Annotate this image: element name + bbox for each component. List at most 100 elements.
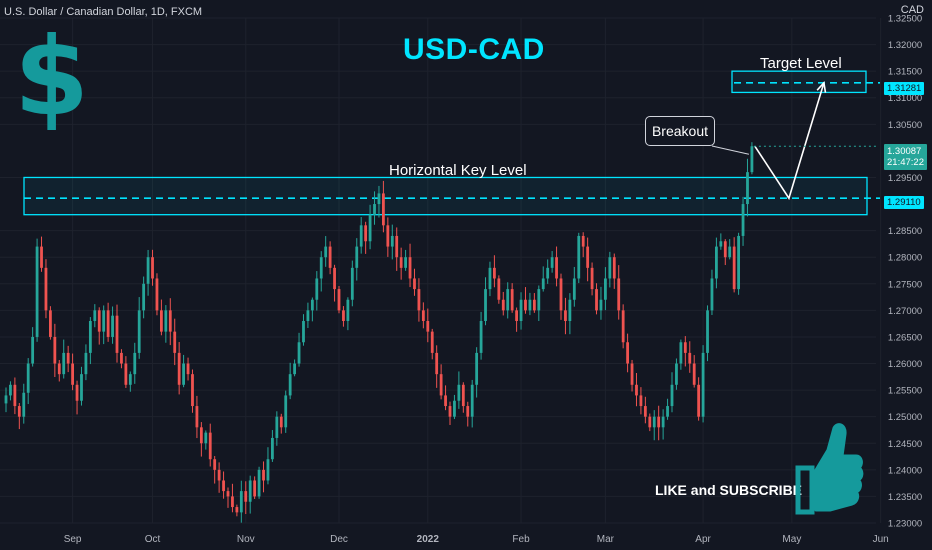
candle-body — [723, 241, 727, 258]
candle-body — [199, 427, 203, 444]
candle-body — [342, 310, 345, 321]
time-axis[interactable]: Sep Oct Nov Dec 2022 Feb Mar Apr May Jun — [64, 534, 889, 545]
candle-body — [57, 363, 61, 375]
candle-body — [728, 246, 732, 258]
y-tick-label: 1.24000 — [888, 465, 922, 476]
candle-body — [506, 289, 510, 311]
x-tick-label: May — [782, 534, 801, 545]
candle-body — [550, 257, 554, 268]
candle-body — [612, 257, 616, 279]
y-tick-label: 1.31500 — [888, 67, 922, 78]
thumbs-up-icon[interactable] — [790, 420, 864, 518]
candle-body — [621, 310, 625, 343]
candle-body — [231, 496, 234, 508]
breakout-pointer — [711, 145, 750, 155]
candle-body — [186, 363, 190, 375]
candle-body — [524, 299, 527, 311]
x-tick-label: Sep — [64, 534, 82, 545]
candle-body — [106, 310, 110, 337]
candle-body — [657, 416, 661, 428]
candle-body — [324, 246, 328, 258]
candle-body — [44, 267, 48, 311]
candle-body — [617, 278, 621, 311]
key-price-tag: 1.29110 — [884, 196, 924, 209]
candle-body — [373, 204, 376, 215]
candle-body — [97, 310, 101, 332]
y-tick-label: 1.29500 — [888, 173, 922, 184]
candle-body — [26, 363, 30, 393]
candle-body — [626, 342, 629, 364]
candle-body — [719, 241, 723, 247]
candle-body — [75, 384, 79, 401]
candle-body — [493, 267, 496, 279]
candle-body — [155, 278, 159, 311]
candle-body — [35, 246, 39, 337]
candle-body — [93, 310, 97, 321]
candle-body — [497, 278, 501, 300]
candle-body — [710, 278, 714, 311]
candle-body — [666, 406, 669, 417]
candle-body — [213, 459, 217, 470]
candle-body — [408, 257, 412, 279]
key-level-zone — [23, 176, 868, 216]
candle-body — [510, 289, 514, 311]
candle-body — [382, 193, 385, 226]
y-tick-label: 1.24500 — [888, 439, 922, 450]
candle-body — [208, 432, 212, 460]
candle-body — [66, 352, 70, 364]
candle-body — [484, 289, 487, 321]
chart-overlays — [711, 81, 876, 201]
candle-body — [133, 352, 137, 375]
candle-body — [297, 342, 301, 364]
candle-body — [359, 225, 363, 247]
candle-body — [688, 352, 692, 364]
candle-body — [515, 310, 518, 321]
y-tick-label: 1.30500 — [888, 120, 922, 131]
candle-body — [630, 363, 634, 385]
candle-body — [692, 363, 696, 385]
target-zone — [731, 70, 867, 94]
candle-body — [679, 342, 683, 364]
candle-body — [173, 331, 177, 353]
candle-body — [648, 416, 652, 428]
candle-body — [17, 406, 21, 417]
candle-series — [4, 142, 754, 523]
target-price-tag: 1.31281 — [884, 82, 925, 95]
candle-body — [262, 469, 265, 481]
candle-body — [581, 235, 585, 247]
candle-body — [741, 204, 745, 236]
candle-body — [84, 352, 88, 375]
candle-body — [599, 299, 603, 311]
candle-body — [572, 278, 576, 300]
x-tick-label: Apr — [695, 534, 711, 545]
candle-body — [302, 321, 305, 343]
candle-body — [284, 395, 288, 428]
y-tick-label: 1.25000 — [888, 412, 922, 423]
x-tick-label: Nov — [237, 534, 255, 545]
candle-body — [426, 321, 430, 332]
y-tick-label: 1.31000 — [888, 93, 922, 104]
candle-body — [271, 437, 274, 460]
y-tick-label: 1.23000 — [888, 519, 922, 530]
candle-body — [62, 352, 66, 375]
candle-body — [204, 432, 208, 444]
candle-body — [355, 246, 359, 268]
x-tick-label: 2022 — [417, 534, 440, 545]
candle-body — [31, 336, 35, 364]
candle-body — [288, 374, 292, 396]
candle-body — [222, 480, 225, 492]
candle-body — [470, 384, 474, 417]
candle-body — [151, 257, 154, 279]
symbol-description[interactable]: U.S. Dollar / Canadian Dollar, 1D, FXCM — [4, 6, 203, 18]
candle-body — [697, 384, 701, 417]
candle-body — [732, 246, 736, 290]
candle-body — [71, 363, 74, 385]
y-tick-label: 1.25500 — [888, 386, 922, 397]
candle-body — [706, 310, 709, 353]
x-tick-label: Dec — [330, 534, 348, 545]
y-tick-label: 1.32500 — [888, 14, 922, 25]
price-axis[interactable]: 1.32500 1.32000 1.31500 1.31000 1.30500 1.295… — [888, 14, 922, 530]
candle-body — [683, 342, 687, 353]
candle-body — [390, 235, 394, 247]
